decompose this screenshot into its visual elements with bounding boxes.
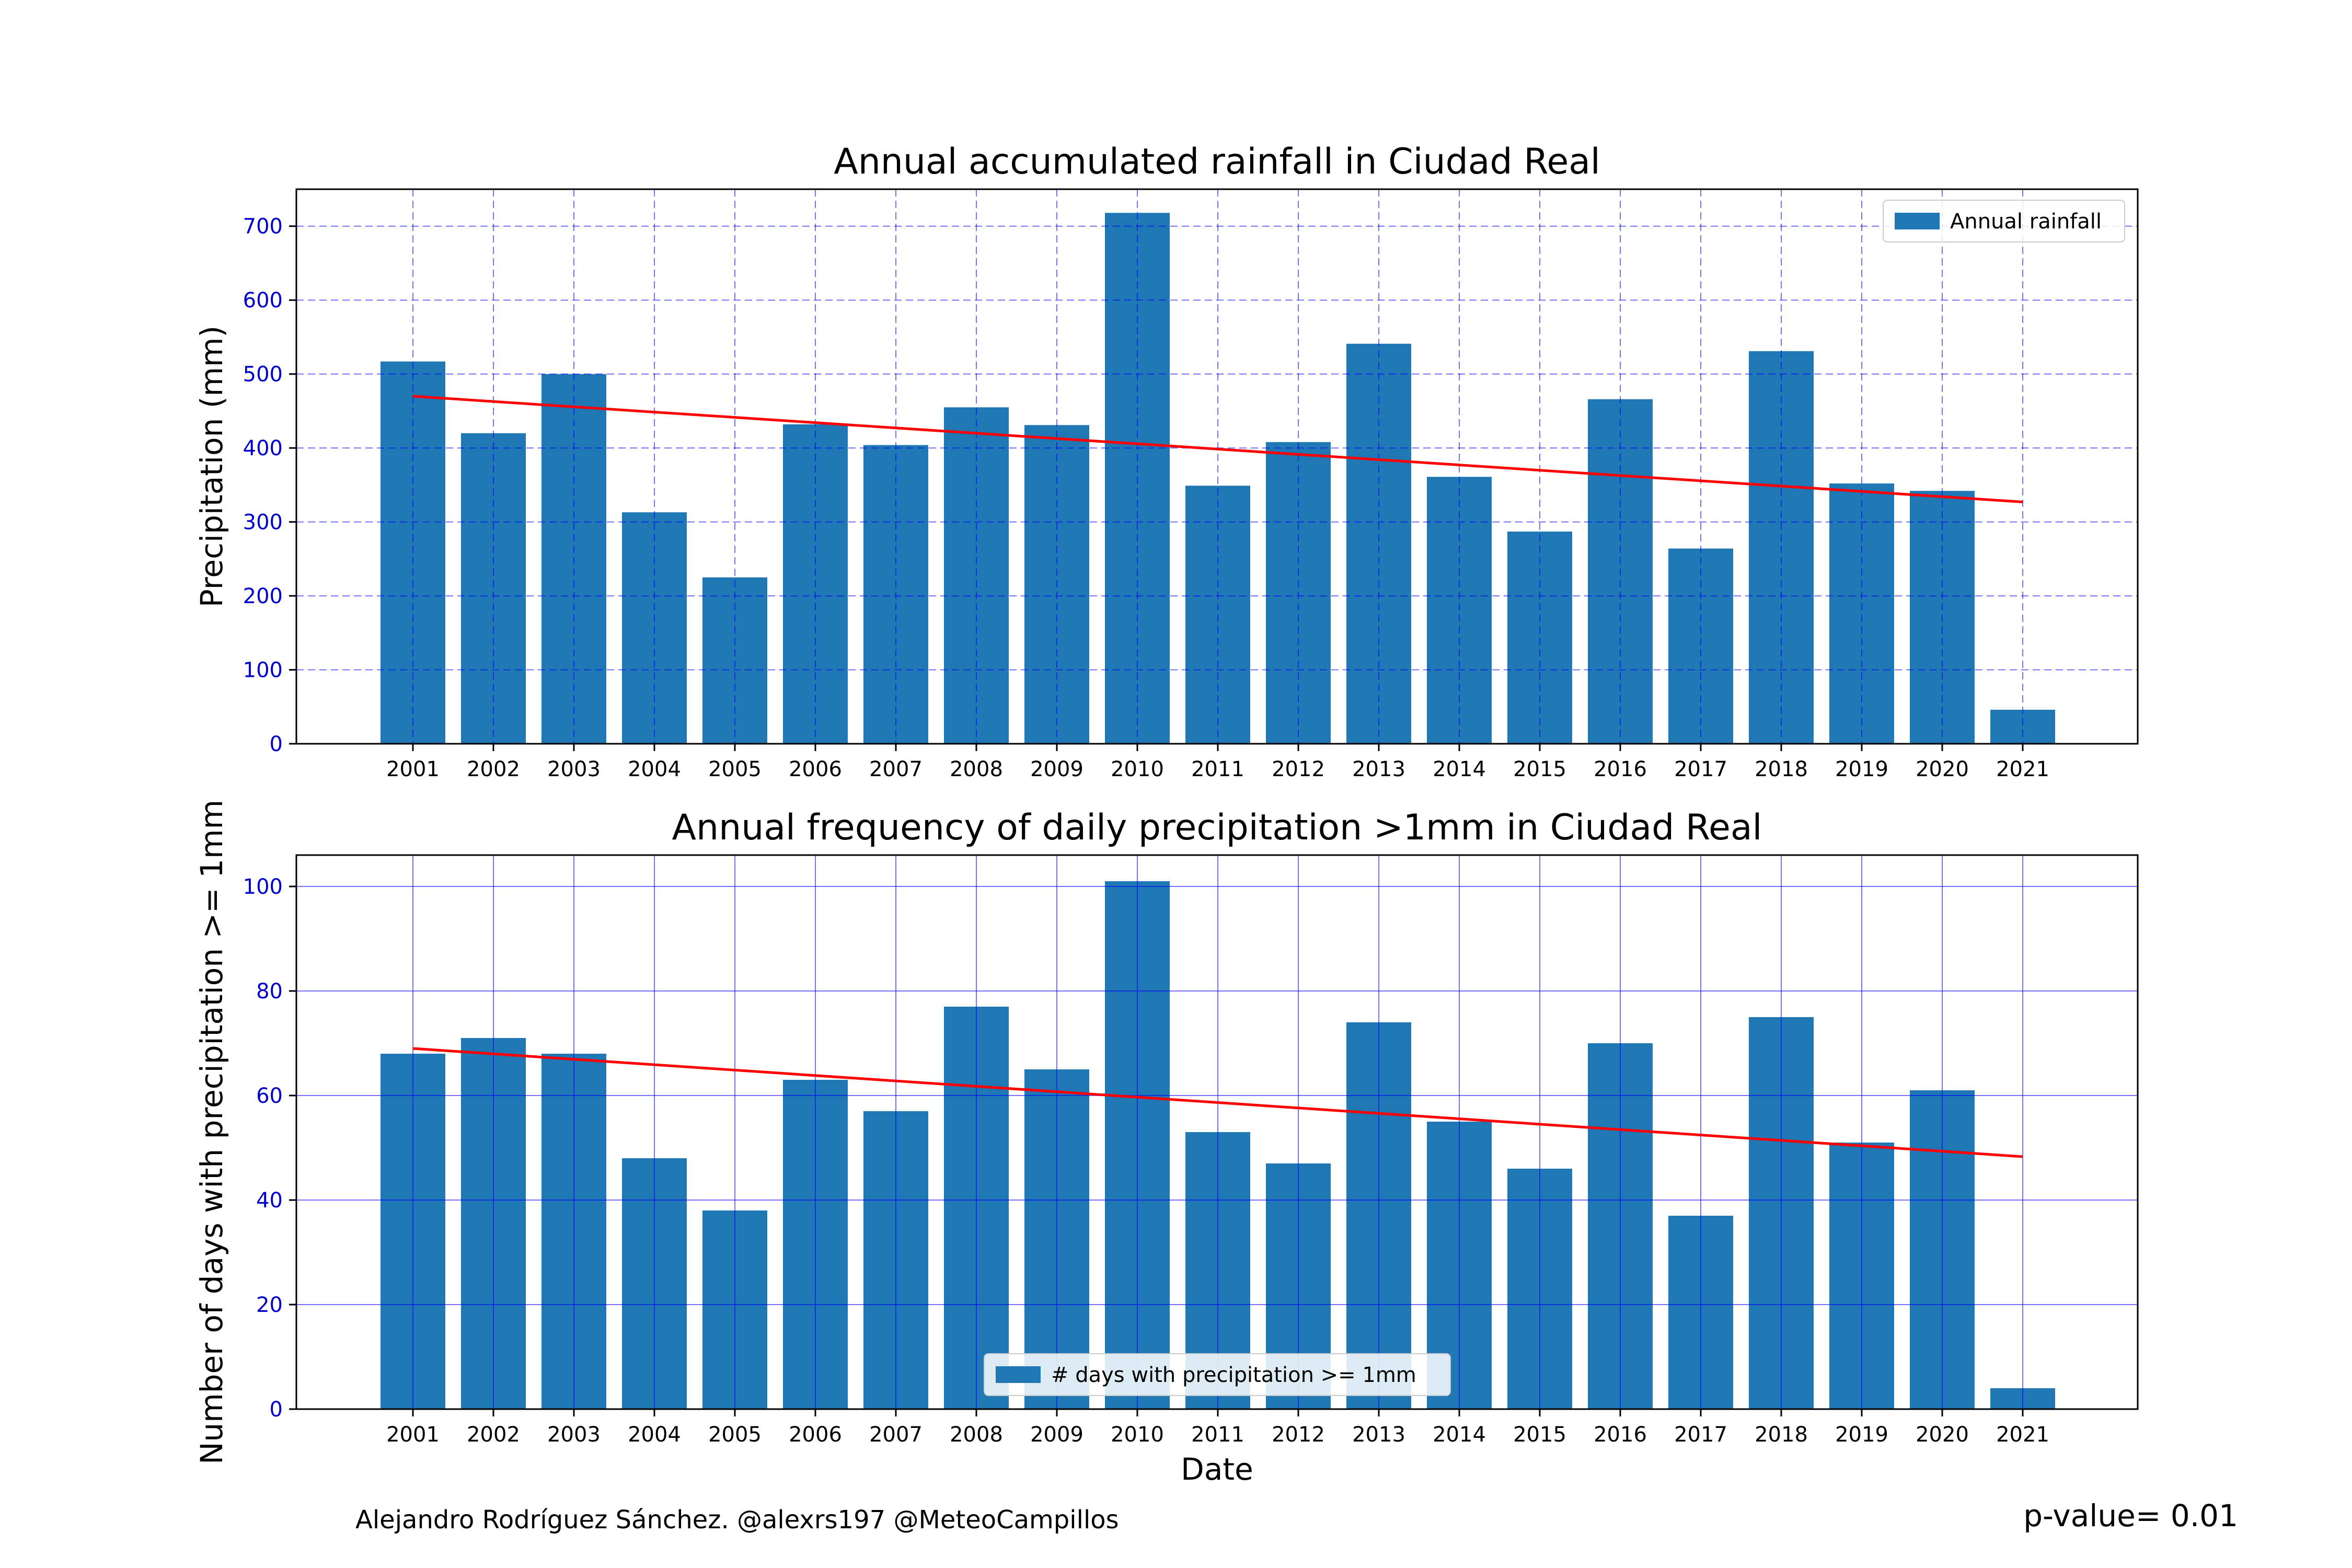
legend: # days with precipitation >= 1mm [984,1353,1451,1396]
y-axis-label: Number of days with precipitation >= 1mm [194,800,229,1465]
legend-label: Annual rainfall [1950,210,2102,234]
x-axis-label: Date [1181,1451,1253,1487]
x-tick-label: 2004 [628,757,681,781]
x-tick-label: 2013 [1352,1423,1405,1447]
legend-label: # days with precipitation >= 1mm [1051,1363,1416,1387]
x-tick-label: 2006 [789,757,842,781]
y-tick-label: 200 [243,584,283,608]
y-tick-label: 100 [243,875,283,899]
x-tick-label: 2006 [789,1423,842,1447]
x-tick-label: 2002 [467,1423,520,1447]
legend: Annual rainfall [1883,200,2125,243]
x-tick-label: 2020 [1916,1423,1969,1447]
x-tick-label: 2021 [1996,1423,2049,1447]
x-tick-label: 2019 [1835,757,1888,781]
trend-line [412,1047,2023,1158]
y-tick-label: 700 [243,215,283,239]
legend-swatch [996,1366,1041,1383]
y-tick-label: 20 [256,1293,283,1317]
x-tick-label: 2016 [1594,757,1647,781]
y-tick-label: 100 [243,659,283,683]
y-tick-label: 60 [256,1084,283,1108]
y-tick-label: 40 [256,1189,283,1213]
legend-box [1883,200,2125,243]
legend-box [984,1353,1451,1396]
x-tick-label: 2005 [708,1423,762,1447]
x-tick-label: 2001 [386,757,440,781]
bar-2002 [461,433,526,744]
x-tick-label: 2021 [1996,757,2049,781]
x-tick-label: 2018 [1755,1423,1808,1447]
legend-swatch [1895,213,1940,229]
chart-2: 0 20 40 60 80 100 2001 2002 2003 2004 2005 2006 2007… [194,800,2139,1487]
x-tick-label: 2012 [1272,1423,1325,1447]
x-tick-label: 2014 [1433,1423,1486,1447]
y-tick-label: 300 [243,511,283,535]
y-tick-label: 500 [243,363,283,387]
x-tick-label: 2011 [1191,1423,1244,1447]
x-tick-label: 2011 [1191,757,1244,781]
x-tick-label: 2013 [1352,757,1405,781]
x-tick-label: 2007 [869,1423,923,1447]
y-axis-label: Precipitation (mm) [194,326,229,607]
x-tick-label: 2015 [1513,757,1566,781]
x-tick-label: 2012 [1272,757,1325,781]
x-tick-label: 2018 [1755,757,1808,781]
x-tick-label: 2019 [1835,1423,1888,1447]
y-tick-label: 600 [243,289,283,313]
x-tick-label: 2017 [1674,757,1727,781]
bar-2017 [1668,548,1733,744]
x-tick-label: 2001 [386,1423,440,1447]
y-tick-label: 0 [270,732,283,756]
bar-2019 [1829,483,1894,744]
x-tick-label: 2005 [708,757,762,781]
x-tick-label: 2020 [1916,757,1969,781]
x-tick-label: 2015 [1513,1423,1566,1447]
x-tick-label: 2009 [1030,757,1083,781]
x-tick-label: 2010 [1111,757,1164,781]
y-tick-label: 0 [270,1398,283,1422]
x-tick-label: 2008 [950,1423,1003,1447]
x-tick-label: 2009 [1030,1423,1083,1447]
x-tick-label: 2002 [467,757,520,781]
chart-title: Annual accumulated rainfall in Ciudad Re… [834,141,1600,182]
bar-2021 [1990,709,2055,744]
chart-1: 0 100 200 300 400 500 600 700 2001 2002 2003 2004 20… [194,141,2139,781]
y-tick-label: 80 [256,979,283,1004]
trend-line [412,395,2023,503]
x-tick-label: 2003 [547,1423,601,1447]
x-tick-label: 2008 [950,757,1003,781]
x-tick-label: 2003 [547,757,601,781]
author-credit: Alejandro Rodríguez Sánchez. @alexrs197 … [355,1505,1119,1535]
p-value-label: p-value= 0.01 [2023,1498,2238,1534]
x-tick-label: 2016 [1594,1423,1647,1447]
x-tick-label: 2010 [1111,1423,1164,1447]
x-tick-label: 2014 [1433,757,1486,781]
x-tick-label: 2007 [869,757,923,781]
y-tick-label: 400 [243,436,283,460]
x-tick-label: 2017 [1674,1423,1727,1447]
chart-title: Annual frequency of daily precipitation … [672,807,1762,848]
x-tick-label: 2004 [628,1423,681,1447]
